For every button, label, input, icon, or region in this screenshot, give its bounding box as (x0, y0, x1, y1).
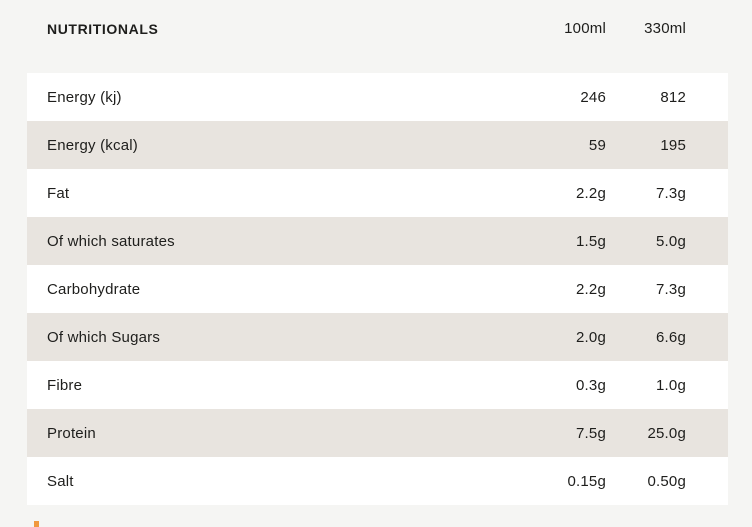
value-100ml: 7.5g (576, 424, 606, 442)
value-330ml: 195 (660, 136, 686, 154)
value-100ml: 0.3g (576, 376, 606, 394)
value-330ml: 5.0g (656, 232, 686, 250)
value-330ml: 7.3g (656, 184, 686, 202)
footnote-marker (34, 521, 39, 527)
nutrient-label: Fibre (47, 376, 83, 394)
value-100ml: 0.15g (567, 472, 606, 490)
column-header-330ml: 330ml (644, 20, 686, 37)
table-row: Carbohydrate 2.2g 7.3g (27, 265, 728, 313)
nutrient-label: Carbohydrate (47, 280, 141, 298)
nutrient-label: Salt (47, 472, 74, 490)
nutrition-table-header: NUTRITIONALS 100ml 330ml (27, 0, 728, 73)
value-100ml: 2.2g (576, 184, 606, 202)
table-row: Fat 2.2g 7.3g (27, 169, 728, 217)
value-330ml: 0.50g (647, 472, 686, 490)
nutrition-table-body: Energy (kj) 246 812 Energy (kcal) 59 195… (27, 73, 728, 505)
nutrient-label: Energy (kj) (47, 88, 122, 106)
table-row: Of which Sugars 2.0g 6.6g (27, 313, 728, 361)
table-row: Of which saturates 1.5g 5.0g (27, 217, 728, 265)
table-title: NUTRITIONALS (47, 21, 159, 37)
table-row: Energy (kj) 246 812 (27, 73, 728, 121)
value-330ml: 7.3g (656, 280, 686, 298)
value-330ml: 6.6g (656, 328, 686, 346)
value-100ml: 246 (580, 88, 606, 106)
nutrient-label: Energy (kcal) (47, 136, 138, 154)
value-330ml: 25.0g (647, 424, 686, 442)
nutrient-label: Of which saturates (47, 232, 175, 250)
column-header-100ml: 100ml (564, 20, 606, 37)
value-100ml: 2.2g (576, 280, 606, 298)
nutrient-label: Protein (47, 424, 96, 442)
value-100ml: 1.5g (576, 232, 606, 250)
value-330ml: 812 (660, 88, 686, 106)
value-100ml: 59 (588, 136, 606, 154)
value-100ml: 2.0g (576, 328, 606, 346)
table-row: Energy (kcal) 59 195 (27, 121, 728, 169)
nutrient-label: Of which Sugars (47, 328, 161, 346)
table-row: Fibre 0.3g 1.0g (27, 361, 728, 409)
nutrient-label: Fat (47, 184, 70, 202)
value-330ml: 1.0g (656, 376, 686, 394)
table-row: Salt 0.15g 0.50g (27, 457, 728, 505)
table-row: Protein 7.5g 25.0g (27, 409, 728, 457)
